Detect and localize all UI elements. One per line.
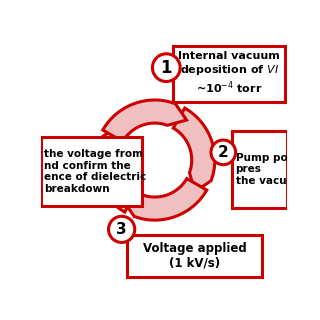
Text: 1: 1 — [161, 59, 172, 77]
Circle shape — [108, 216, 135, 243]
Circle shape — [211, 140, 236, 165]
Polygon shape — [95, 128, 136, 212]
FancyBboxPatch shape — [173, 46, 285, 101]
FancyBboxPatch shape — [232, 131, 287, 208]
Polygon shape — [123, 179, 207, 220]
FancyBboxPatch shape — [127, 235, 262, 277]
Polygon shape — [103, 100, 187, 141]
Circle shape — [152, 54, 180, 82]
Text: 2: 2 — [218, 145, 229, 160]
Text: Pump po
pres
the vacu: Pump po pres the vacu — [236, 153, 287, 186]
Text: Voltage applied
(1 kV/s): Voltage applied (1 kV/s) — [142, 242, 246, 270]
Text: 3: 3 — [116, 222, 127, 237]
FancyBboxPatch shape — [41, 137, 142, 206]
Polygon shape — [173, 108, 215, 192]
Text: the voltage from
nd confirm the
ence of dielectric
breakdown: the voltage from nd confirm the ence of … — [44, 149, 146, 194]
Text: Internal vacuum
deposition of $\mathit{VI}$
~10$^{-4}$ torr: Internal vacuum deposition of $\mathit{V… — [178, 51, 280, 96]
